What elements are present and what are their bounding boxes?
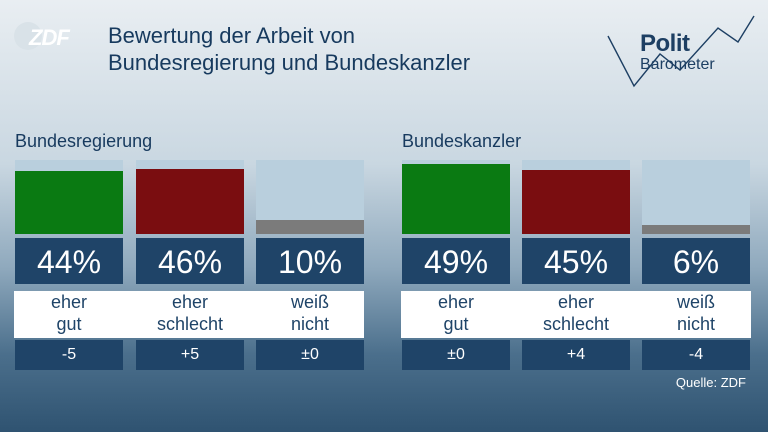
- category-label-regierung-weiss: weiß nicht: [256, 291, 364, 335]
- category-label-line: eher: [50, 292, 88, 312]
- category-label-line: nicht: [676, 314, 716, 334]
- chart-title-line1: Bewertung der Arbeit von: [108, 23, 356, 48]
- value-label-kanzler-weiss: 6%: [642, 238, 750, 284]
- politbarometer-zigzag-icon: [607, 15, 755, 88]
- change-label-kanzler-gut: ±0: [402, 340, 510, 370]
- category-label-line: schlecht: [156, 314, 224, 334]
- bar-kanzler-schlecht: [522, 170, 630, 234]
- bar-regierung-weiss: [256, 220, 364, 234]
- bar-track: [402, 160, 510, 234]
- category-label-kanzler-gut: eher gut: [402, 291, 510, 335]
- category-label-line: nicht: [290, 314, 330, 334]
- category-label-line: eher: [557, 292, 595, 312]
- zdf-logo-circle: [14, 22, 42, 50]
- zdf-logo-text: ZDF: [29, 25, 70, 50]
- category-label-kanzler-weiss: weiß nicht: [642, 291, 750, 335]
- change-label-regierung-schlecht: +5: [136, 340, 244, 370]
- bar-kanzler-gut: [402, 164, 510, 234]
- chart-title: Bewertung der Arbeit von Bundesregierung…: [108, 22, 470, 76]
- category-label-line: weiß: [676, 292, 715, 312]
- politbarometer-logo: Polit Barometer: [600, 14, 758, 94]
- category-label-line: gut: [56, 314, 82, 334]
- category-label-regierung-schlecht: eher schlecht: [136, 291, 244, 335]
- group-title-bundesregierung: Bundesregierung: [15, 131, 153, 151]
- politbarometer-word-polit: Polit: [640, 30, 690, 57]
- bar-kanzler-weiss: [642, 225, 750, 234]
- change-label-kanzler-schlecht: +4: [522, 340, 630, 370]
- group-title-bundeskanzler: Bundeskanzler: [402, 131, 522, 151]
- category-label-line: gut: [443, 314, 469, 334]
- category-label-line: schlecht: [542, 314, 610, 334]
- value-label-regierung-gut: 44%: [15, 238, 123, 284]
- politbarometer-word-barometer: Barometer: [640, 56, 715, 73]
- label-band-bundesregierung: [14, 291, 364, 338]
- bar-track: [15, 160, 123, 234]
- change-label-regierung-gut: -5: [15, 340, 123, 370]
- value-label-kanzler-schlecht: 45%: [522, 238, 630, 284]
- bar-track: [136, 160, 244, 234]
- value-label-regierung-schlecht: 46%: [136, 238, 244, 284]
- change-label-kanzler-weiss: -4: [642, 340, 750, 370]
- category-label-line: weiß: [290, 292, 329, 312]
- bar-regierung-gut: [15, 171, 123, 234]
- chart-title-line2: Bundesregierung und Bundeskanzler: [108, 50, 471, 75]
- label-band-bundeskanzler: [401, 291, 751, 338]
- bar-track: [642, 160, 750, 234]
- bar-track: [522, 160, 630, 234]
- zdf-logo: ZDF: [14, 22, 78, 52]
- bar-regierung-schlecht: [136, 169, 244, 234]
- bar-track: [256, 160, 364, 234]
- category-label-line: eher: [171, 292, 209, 312]
- category-label-regierung-gut: eher gut: [15, 291, 123, 335]
- value-label-regierung-weiss: 10%: [256, 238, 364, 284]
- value-label-kanzler-gut: 49%: [402, 238, 510, 284]
- change-label-regierung-weiss: ±0: [256, 340, 364, 370]
- source-label: Quelle: ZDF: [675, 375, 746, 390]
- category-label-line: eher: [437, 292, 475, 312]
- category-label-kanzler-schlecht: eher schlecht: [522, 291, 630, 335]
